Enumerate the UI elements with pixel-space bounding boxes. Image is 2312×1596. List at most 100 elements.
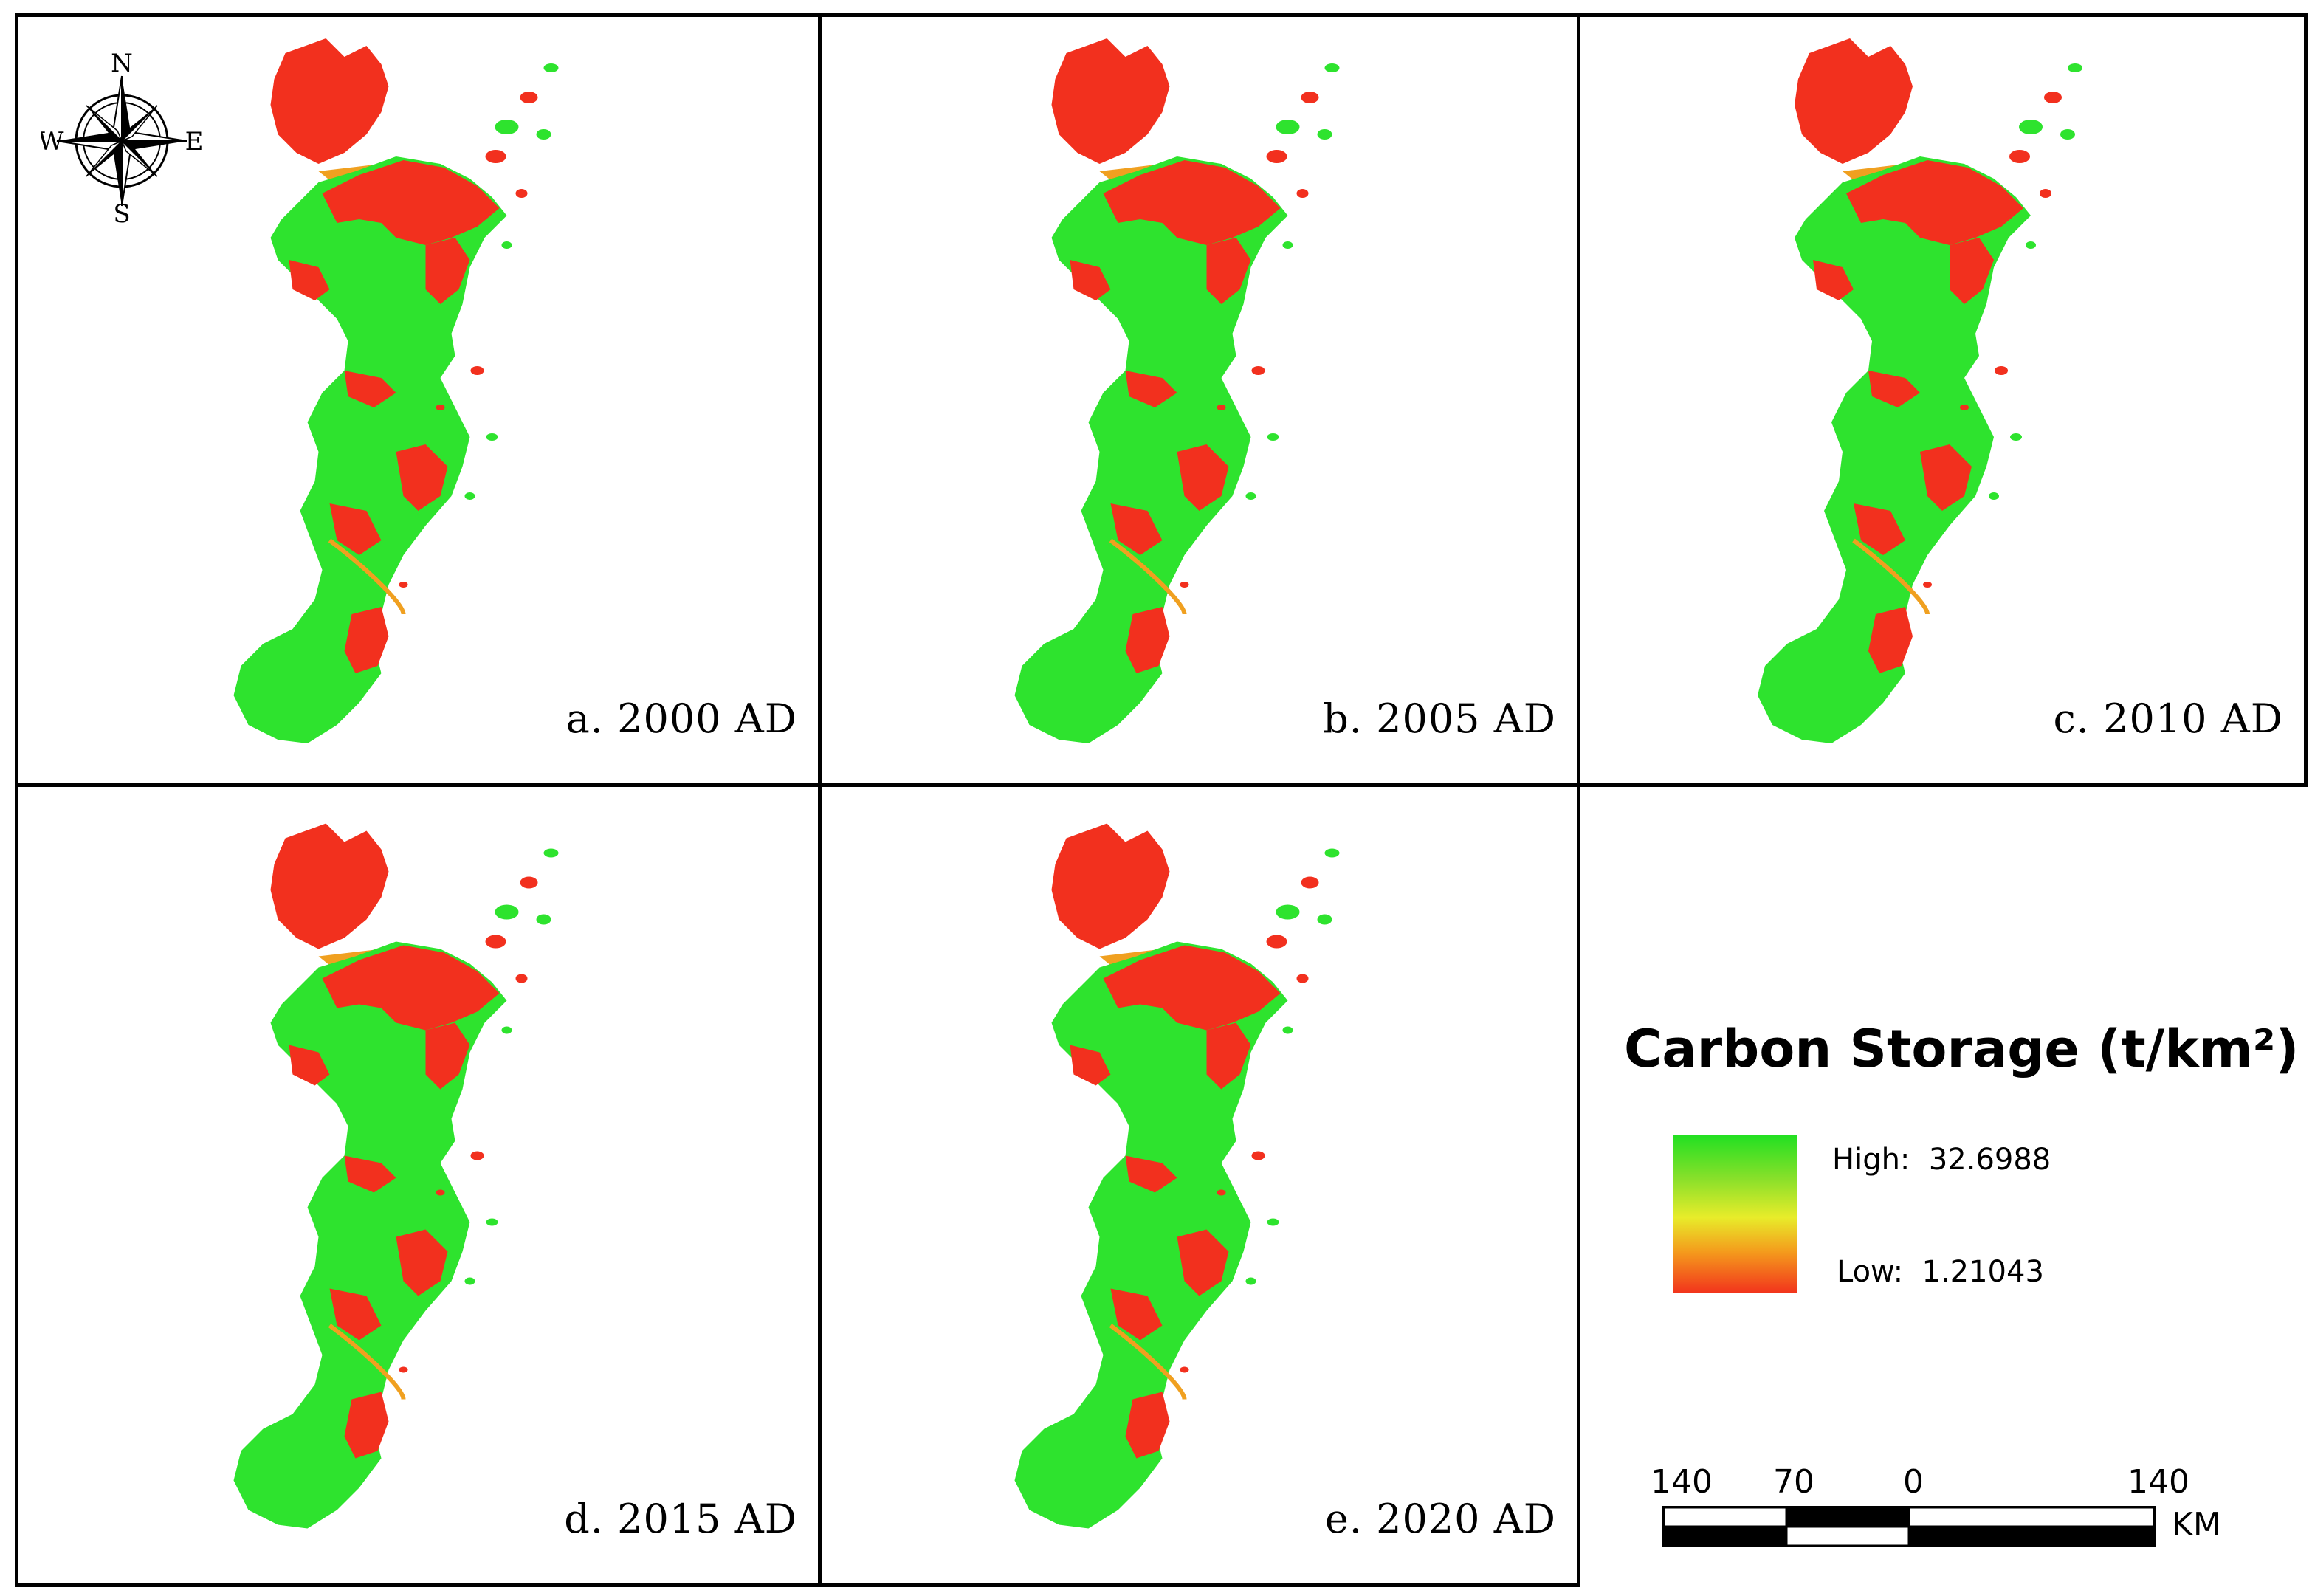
legend-title: Carbon Storage (t/km²)	[1624, 1019, 2299, 1079]
compass-north: N	[111, 49, 133, 78]
low-storage-zone	[344, 1155, 396, 1193]
island	[486, 1218, 498, 1226]
north-peninsula	[270, 38, 389, 164]
island	[495, 904, 519, 920]
low-storage-zone	[344, 371, 396, 407]
north-peninsula	[1051, 823, 1170, 949]
island	[1296, 974, 1309, 983]
island	[520, 876, 538, 889]
island	[1245, 1277, 1256, 1285]
island	[2040, 189, 2051, 198]
island	[464, 492, 475, 500]
island	[1245, 492, 1256, 500]
legend-high-label: High: 32.6988	[1832, 1143, 2051, 1177]
island	[486, 433, 498, 441]
scale-unit: KM	[2172, 1506, 2221, 1544]
island	[1251, 1151, 1265, 1160]
low-storage-zone	[1070, 260, 1111, 300]
island	[1180, 582, 1189, 588]
low-storage-zone	[289, 260, 330, 300]
low-storage-zone	[425, 238, 470, 304]
low-storage-zone	[396, 1229, 448, 1296]
map-panel-2020: e. 2020 AD	[818, 783, 1580, 1587]
island	[1282, 1026, 1293, 1034]
low-storage-zone	[1103, 160, 1281, 245]
figure-frame: N S W E	[9, 9, 2308, 1587]
scale-label: 140	[2127, 1463, 2189, 1501]
island	[470, 366, 484, 375]
island	[436, 405, 445, 410]
north-peninsula	[270, 823, 389, 949]
island	[2019, 120, 2043, 134]
island	[1266, 935, 1287, 949]
low-storage-zone	[1206, 1022, 1251, 1090]
region-map	[1014, 38, 1340, 743]
low-storage-zone	[1177, 1229, 1229, 1296]
panel-caption: c. 2010 AD	[2053, 695, 2283, 742]
low-storage-zone	[1868, 607, 1913, 673]
island	[2044, 92, 2062, 103]
map-panel-2015: d. 2015 AD	[15, 783, 822, 1587]
island	[536, 129, 551, 140]
low-storage-zone	[1070, 1045, 1111, 1086]
island	[485, 150, 506, 163]
map-land	[233, 823, 559, 1529]
island	[1989, 492, 1999, 500]
region-map	[233, 38, 559, 743]
low-storage-zone	[289, 1045, 330, 1086]
legend: Carbon Storage (t/km²) High: 32.6988 Low…	[1580, 782, 2299, 1580]
low-storage-zone	[1110, 1288, 1163, 1341]
low-storage-zone	[1206, 238, 1251, 304]
island	[1960, 405, 1969, 410]
panel-caption: b. 2005 AD	[1323, 695, 1556, 742]
color-ramp	[1673, 1135, 1797, 1293]
island	[399, 1366, 408, 1373]
island	[2009, 150, 2030, 163]
low-storage-zone	[322, 160, 500, 245]
island	[1276, 120, 1300, 134]
panel-caption: e. 2020 AD	[1324, 1496, 1556, 1542]
low-storage-zone	[396, 444, 448, 511]
island	[515, 974, 528, 983]
island	[436, 1189, 445, 1196]
region-map	[1758, 38, 2082, 743]
island	[464, 1277, 475, 1285]
compass-icon: N S W E	[38, 49, 204, 229]
low-storage-zone	[1854, 503, 1905, 555]
panel-caption: d. 2015 AD	[564, 1496, 797, 1542]
panel-caption: a. 2000 AD	[565, 695, 797, 742]
compass-rose: N S W E	[38, 39, 204, 235]
island	[520, 92, 538, 103]
low-storage-zone	[1125, 371, 1177, 407]
map-land	[1014, 38, 1340, 743]
low-storage-zone	[344, 1392, 389, 1459]
low-storage-zone	[1177, 444, 1229, 511]
north-peninsula	[1051, 38, 1170, 164]
island	[1180, 1366, 1189, 1373]
island	[1995, 366, 2008, 375]
map-land	[1014, 823, 1340, 1529]
island	[1324, 848, 1340, 858]
island	[1282, 241, 1293, 249]
legend-low-label: Low: 1.21043	[1837, 1255, 2044, 1289]
river-corridor	[328, 538, 406, 615]
island	[501, 241, 512, 249]
low-storage-zone	[1103, 945, 1281, 1031]
island	[1317, 914, 1332, 925]
region-map	[1014, 823, 1340, 1529]
low-storage-zone	[1110, 503, 1163, 555]
low-storage-zone	[329, 1288, 382, 1341]
island	[2010, 433, 2022, 441]
low-storage-zone	[1950, 238, 1994, 304]
island	[543, 63, 559, 72]
island	[470, 1151, 484, 1160]
island	[1923, 582, 1932, 588]
low-storage-zone	[1125, 1392, 1170, 1459]
region-map	[233, 823, 559, 1529]
island	[1217, 1189, 1226, 1196]
island	[2060, 129, 2075, 140]
mainland-high-storage	[1014, 156, 1288, 743]
low-storage-zone	[1125, 607, 1170, 673]
map-panel-2010: c. 2010 AD	[1577, 13, 2308, 787]
island	[1317, 129, 1332, 140]
